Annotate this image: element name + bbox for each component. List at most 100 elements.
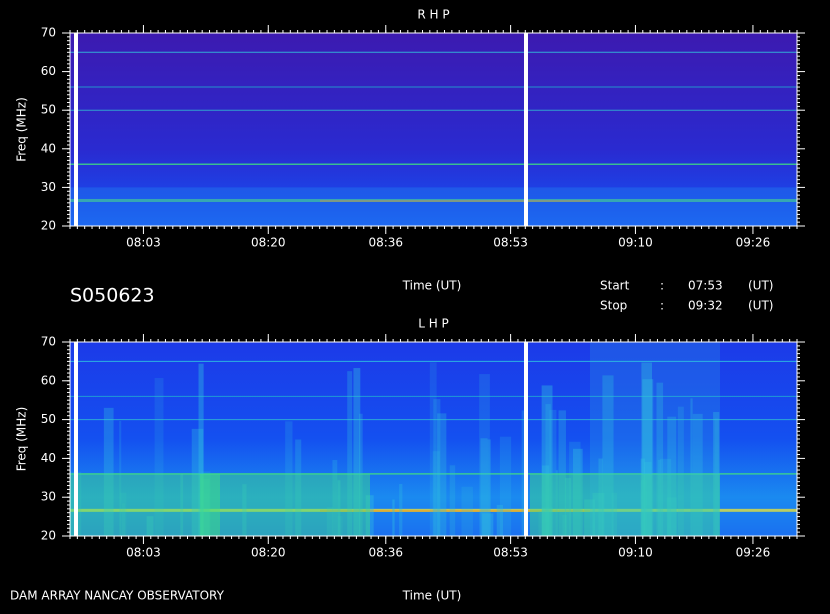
burst <box>332 460 338 536</box>
burst <box>242 484 247 536</box>
data-gap <box>74 33 78 226</box>
burst <box>667 416 677 536</box>
panel-title: R H P <box>417 8 449 22</box>
stop-unit: (UT) <box>748 299 773 313</box>
start-time: 07:53 <box>688 279 723 293</box>
burst <box>602 375 614 536</box>
y-tick-label: 20 <box>41 219 56 233</box>
y-tick-label: 20 <box>41 529 56 543</box>
burst <box>611 492 617 536</box>
y-tick-label: 70 <box>41 335 56 349</box>
burst <box>545 404 551 536</box>
burst <box>103 407 114 536</box>
x-tick-label: 09:10 <box>618 236 653 250</box>
burst <box>584 499 595 536</box>
burst <box>191 428 204 536</box>
burst <box>480 438 488 536</box>
y-axis-label: Freq (MHz) <box>15 407 29 472</box>
burst <box>482 513 494 536</box>
burst <box>658 459 661 536</box>
burst <box>538 510 550 536</box>
burst <box>479 374 490 536</box>
burst <box>714 418 719 536</box>
data-gap <box>524 342 528 536</box>
x-tick-label: 08:53 <box>493 236 528 250</box>
burst <box>358 413 363 536</box>
y-tick-label: 40 <box>41 141 56 155</box>
burst <box>461 486 473 536</box>
burst <box>180 474 184 536</box>
burst <box>569 441 581 536</box>
burst <box>640 480 647 536</box>
burst <box>564 478 572 536</box>
emission-region <box>530 473 720 536</box>
burst <box>365 495 374 536</box>
burst <box>558 410 566 536</box>
burst <box>295 439 302 536</box>
burst <box>690 398 693 536</box>
burst <box>660 458 672 536</box>
x-tick-label: 09:26 <box>736 546 771 560</box>
emission-region <box>70 187 797 226</box>
x-tick-label: 08:36 <box>368 236 403 250</box>
start-label: Start <box>600 279 630 293</box>
emission-region <box>590 342 720 536</box>
burst <box>541 465 550 536</box>
burst <box>642 379 654 536</box>
emission-region <box>320 473 370 536</box>
burst <box>573 448 583 536</box>
burst <box>592 492 605 536</box>
burst <box>201 471 211 536</box>
burst <box>347 371 353 536</box>
burst <box>326 507 333 536</box>
burst <box>677 406 684 536</box>
y-axis-label: Freq (MHz) <box>15 97 29 162</box>
burst <box>437 413 447 536</box>
burst <box>200 478 210 536</box>
y-tick-label: 60 <box>41 64 56 78</box>
y-tick-label: 50 <box>41 103 56 117</box>
burst <box>285 421 293 536</box>
emission-region <box>70 473 220 536</box>
burst <box>487 439 491 536</box>
burst <box>496 504 504 536</box>
panel-title: L H P <box>418 317 449 331</box>
observation-id: S050623 <box>70 285 155 307</box>
burst <box>119 420 122 536</box>
burst <box>499 436 512 536</box>
spectrogram-bg <box>70 342 797 536</box>
start-sep: : <box>660 279 664 293</box>
burst <box>641 362 653 536</box>
burst <box>146 516 154 536</box>
x-tick-label: 08:03 <box>126 236 161 250</box>
x-axis-label: Time (UT) <box>402 589 462 603</box>
data-gap <box>74 342 78 536</box>
y-tick-label: 70 <box>41 26 56 40</box>
burst <box>154 378 164 536</box>
burst <box>656 382 664 536</box>
burst <box>353 368 361 536</box>
burst <box>337 480 341 536</box>
burst <box>198 363 204 536</box>
x-tick-label: 08:20 <box>251 236 286 250</box>
x-tick-label: 08:03 <box>126 546 161 560</box>
burst <box>399 483 403 536</box>
burst <box>562 514 568 536</box>
emission-band <box>320 199 590 202</box>
burst <box>692 413 703 536</box>
y-tick-label: 30 <box>41 490 56 504</box>
x-tick-label: 08:36 <box>368 546 403 560</box>
x-tick-label: 09:26 <box>736 236 771 250</box>
y-tick-label: 50 <box>41 412 56 426</box>
burst <box>666 497 677 536</box>
x-tick-label: 08:53 <box>493 546 528 560</box>
burst <box>449 465 456 536</box>
burst <box>598 458 603 536</box>
y-tick-label: 30 <box>41 180 56 194</box>
stop-label: Stop <box>600 299 627 313</box>
burst <box>521 410 525 536</box>
stop-sep: : <box>660 299 664 313</box>
x-tick-label: 08:20 <box>251 546 286 560</box>
spectrogram-bg <box>70 33 797 226</box>
